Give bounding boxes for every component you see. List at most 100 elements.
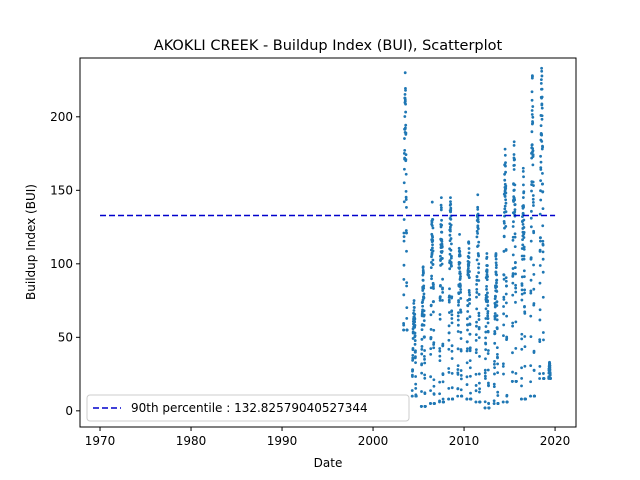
data-point [402,235,406,239]
data-point [475,320,478,324]
data-point [447,347,451,351]
data-point [513,235,517,239]
data-point [513,163,516,167]
x-tick-label: 1970 [85,434,116,448]
data-point [465,383,469,386]
data-point [467,291,471,294]
data-point [529,278,533,282]
data-point [503,204,507,208]
data-point [457,300,460,304]
data-point [495,263,498,267]
data-point [441,397,445,401]
data-point [522,236,526,239]
data-point [422,296,426,300]
data-point [493,360,496,363]
data-point [449,223,453,227]
data-point [402,239,406,243]
data-point [404,190,408,193]
data-point [511,324,514,328]
data-point [513,183,517,187]
data-point [402,231,406,235]
data-point [458,254,462,258]
data-point [486,304,490,307]
data-point [504,301,508,305]
data-point [441,298,444,302]
data-point [487,402,491,406]
data-point [529,364,533,368]
data-point [459,290,463,294]
data-point [465,349,469,353]
data-point [468,293,471,297]
data-point [457,246,461,250]
data-point [485,295,489,299]
data-point [530,143,534,147]
x-tick-label: 2020 [540,434,571,448]
data-point [429,286,433,290]
data-point [459,288,463,291]
data-point [403,148,407,152]
data-point [483,371,487,375]
data-point [450,242,453,246]
data-point [502,372,505,376]
data-point [413,323,417,327]
data-point [403,167,406,171]
data-point [504,186,508,190]
data-point [492,385,496,389]
y-tick-label: 150 [50,183,73,197]
data-point [413,334,417,338]
data-point [529,335,533,339]
data-point [539,236,542,240]
data-point [501,362,505,366]
data-point [477,266,480,270]
data-point [403,99,407,103]
data-point [411,346,415,350]
data-point [404,131,408,135]
data-point [530,90,534,94]
data-point [513,158,516,161]
data-point [539,124,543,128]
data-point [485,285,488,288]
data-point [411,354,415,357]
data-point [476,193,480,197]
data-point [504,198,508,202]
data-point [504,164,507,168]
data-point [512,220,515,224]
data-point [458,233,461,236]
data-point [403,126,407,130]
data-point [468,270,471,273]
data-point [530,74,534,78]
data-point [495,352,499,356]
data-point [474,351,478,354]
data-point [404,110,408,114]
data-point [441,380,445,384]
data-point [438,349,442,353]
data-point [447,397,451,401]
data-point [524,397,527,401]
data-point [477,220,480,224]
data-point [413,317,417,321]
data-point [432,300,435,303]
data-point [478,400,482,404]
data-point [512,168,516,171]
data-point [483,374,487,378]
data-point [494,252,498,255]
data-point [459,308,462,312]
data-point [548,364,552,368]
data-point [474,384,478,387]
data-point [429,303,433,307]
data-point [493,312,497,315]
data-point [421,304,425,308]
data-point [405,281,409,285]
data-point [459,310,463,314]
data-point [467,256,471,260]
data-point [493,366,496,370]
data-point [532,272,536,276]
data-point [487,384,490,388]
data-point [474,339,478,342]
data-point [541,224,545,228]
data-point [504,248,508,251]
data-point [477,381,481,385]
data-point [457,311,460,315]
data-point [440,240,444,243]
data-point [402,293,406,297]
